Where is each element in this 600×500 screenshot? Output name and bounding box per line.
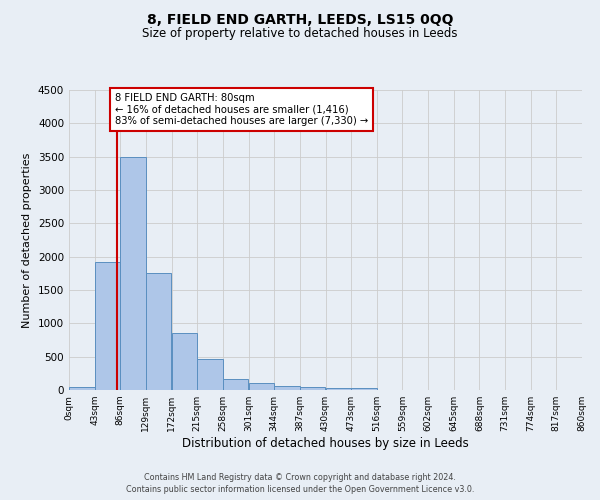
Bar — [274, 386, 300, 390]
Bar — [172, 334, 197, 390]
Bar — [248, 384, 274, 390]
Bar — [223, 379, 248, 390]
Bar — [146, 272, 172, 390]
Text: 8 FIELD END GARTH: 80sqm
← 16% of detached houses are smaller (1,416)
83% of sem: 8 FIELD END GARTH: 80sqm ← 16% of detach… — [115, 93, 368, 126]
Bar — [69, 386, 95, 390]
Text: 8, FIELD END GARTH, LEEDS, LS15 0QQ: 8, FIELD END GARTH, LEEDS, LS15 0QQ — [147, 12, 453, 26]
Bar — [95, 262, 120, 390]
Y-axis label: Number of detached properties: Number of detached properties — [22, 152, 32, 328]
Bar — [351, 388, 377, 390]
Bar — [197, 360, 223, 390]
Text: Contains HM Land Registry data © Crown copyright and database right 2024.: Contains HM Land Registry data © Crown c… — [144, 472, 456, 482]
Bar — [300, 386, 325, 390]
Text: Size of property relative to detached houses in Leeds: Size of property relative to detached ho… — [142, 28, 458, 40]
Bar — [121, 156, 146, 390]
X-axis label: Distribution of detached houses by size in Leeds: Distribution of detached houses by size … — [182, 437, 469, 450]
Bar — [326, 388, 351, 390]
Text: Contains public sector information licensed under the Open Government Licence v3: Contains public sector information licen… — [126, 485, 474, 494]
